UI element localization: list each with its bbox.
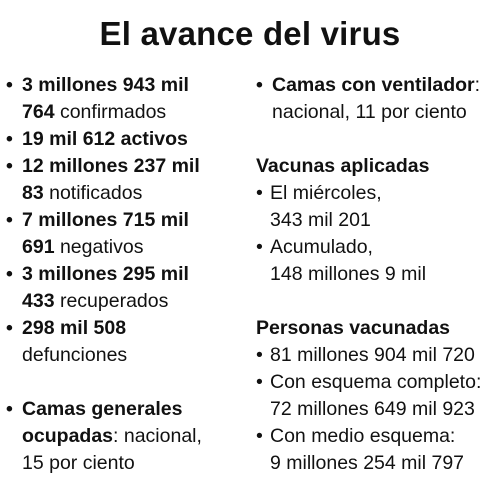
vacunas-item: • El miércoles, 343 mil 201 bbox=[256, 180, 500, 234]
bullet-icon: • bbox=[6, 128, 13, 150]
personas-item-value: 72 millones 649 mil 923 bbox=[270, 398, 475, 420]
stat-confirmados: • 3 millones 943 mil 764 confirmados bbox=[6, 72, 246, 126]
stat-camas-ventilador-colon: : bbox=[474, 74, 481, 96]
stat-camas-ventilador-value: nacional, 11 por ciento bbox=[272, 101, 467, 123]
stat-notificados: • 12 millones 237 mil 83 notificados bbox=[6, 153, 246, 207]
bullet-icon: • bbox=[6, 74, 13, 96]
vacunas-item-value: 148 millones 9 mil bbox=[270, 263, 427, 285]
personas-item-value: 81 millones 904 mil 720 bbox=[270, 344, 475, 366]
bullet-icon: • bbox=[6, 155, 13, 177]
stat-defunciones-line1: 298 mil 508 bbox=[22, 317, 127, 339]
bullet-icon: • bbox=[256, 182, 263, 204]
stat-confirmados-line1: 3 millones 943 mil bbox=[22, 74, 189, 96]
stat-camas-generales-percent: 15 por ciento bbox=[22, 452, 135, 474]
stat-notificados-line1: 12 millones 237 mil bbox=[22, 155, 200, 177]
stat-negativos-number: 691 bbox=[22, 236, 55, 258]
bullet-icon: • bbox=[6, 209, 13, 231]
bullet-icon: • bbox=[6, 398, 13, 420]
stat-camas-generales-ocupadas: ocupadas bbox=[22, 425, 114, 447]
stat-recuperados-line1: 3 millones 295 mil bbox=[22, 263, 189, 285]
page-title: El avance del virus bbox=[99, 15, 401, 52]
left-column: • 3 millones 943 mil 764 confirmados • 1… bbox=[6, 72, 246, 477]
vacunas-heading: Vacunas aplicadas bbox=[256, 155, 430, 177]
stat-camas-generales: • Camas generales ocupadas: nacional, 15… bbox=[6, 396, 246, 477]
vacunas-item-label: El miércoles, bbox=[270, 182, 382, 204]
bullet-icon: • bbox=[6, 263, 13, 285]
stat-activos: • 19 mil 612 activos bbox=[6, 126, 246, 153]
stat-confirmados-label: confirmados bbox=[54, 101, 167, 123]
stat-notificados-label: notificados bbox=[43, 182, 143, 204]
stat-recuperados-number: 433 bbox=[22, 290, 55, 312]
bullet-icon: • bbox=[256, 425, 263, 447]
stat-negativos-line1: 7 millones 715 mil bbox=[22, 209, 189, 231]
vacunas-item: • Acumulado, 148 millones 9 mil bbox=[256, 234, 500, 288]
stat-notificados-number: 83 bbox=[22, 182, 44, 204]
stat-camas-generales-line1: Camas generales bbox=[22, 398, 183, 420]
personas-item-label: Con esquema completo: bbox=[270, 371, 482, 393]
stat-activos-line1: 19 mil 612 activos bbox=[22, 128, 188, 150]
stat-camas-ventilador-label: Camas con ventilador bbox=[272, 74, 475, 96]
bullet-icon: • bbox=[256, 74, 263, 96]
bullet-icon: • bbox=[6, 317, 13, 339]
stat-recuperados-label: recuperados bbox=[54, 290, 169, 312]
stat-recuperados: • 3 millones 295 mil 433 recuperados bbox=[6, 261, 246, 315]
vacunas-item-label: Acumulado, bbox=[270, 236, 373, 258]
personas-item: • Con esquema completo: 72 millones 649 … bbox=[256, 369, 500, 423]
stat-camas-ventilador: • Camas con ventilador: nacional, 11 por… bbox=[256, 72, 500, 126]
right-column: • Camas con ventilador: nacional, 11 por… bbox=[256, 72, 500, 477]
stat-negativos: • 7 millones 715 mil 691 negativos bbox=[6, 207, 246, 261]
vacunas-item-value: 343 mil 201 bbox=[270, 209, 371, 231]
stat-defunciones-label: defunciones bbox=[22, 344, 128, 366]
personas-heading: Personas vacunadas bbox=[256, 317, 451, 339]
stat-negativos-label: negativos bbox=[54, 236, 144, 258]
bullet-icon: • bbox=[256, 236, 263, 258]
personas-item-label: Con medio esquema: bbox=[270, 425, 456, 447]
stat-camas-generales-nacional: : nacional, bbox=[113, 425, 202, 447]
personas-item-value: 9 millones 254 mil 797 bbox=[270, 452, 465, 474]
bullet-icon: • bbox=[256, 371, 263, 393]
personas-item: • 81 millones 904 mil 720 bbox=[256, 342, 500, 369]
stat-confirmados-number: 764 bbox=[22, 101, 55, 123]
bullet-icon: • bbox=[256, 344, 263, 366]
stat-defunciones: • 298 mil 508 defunciones bbox=[6, 315, 246, 369]
personas-item: • Con medio esquema: 9 millones 254 mil … bbox=[256, 423, 500, 477]
